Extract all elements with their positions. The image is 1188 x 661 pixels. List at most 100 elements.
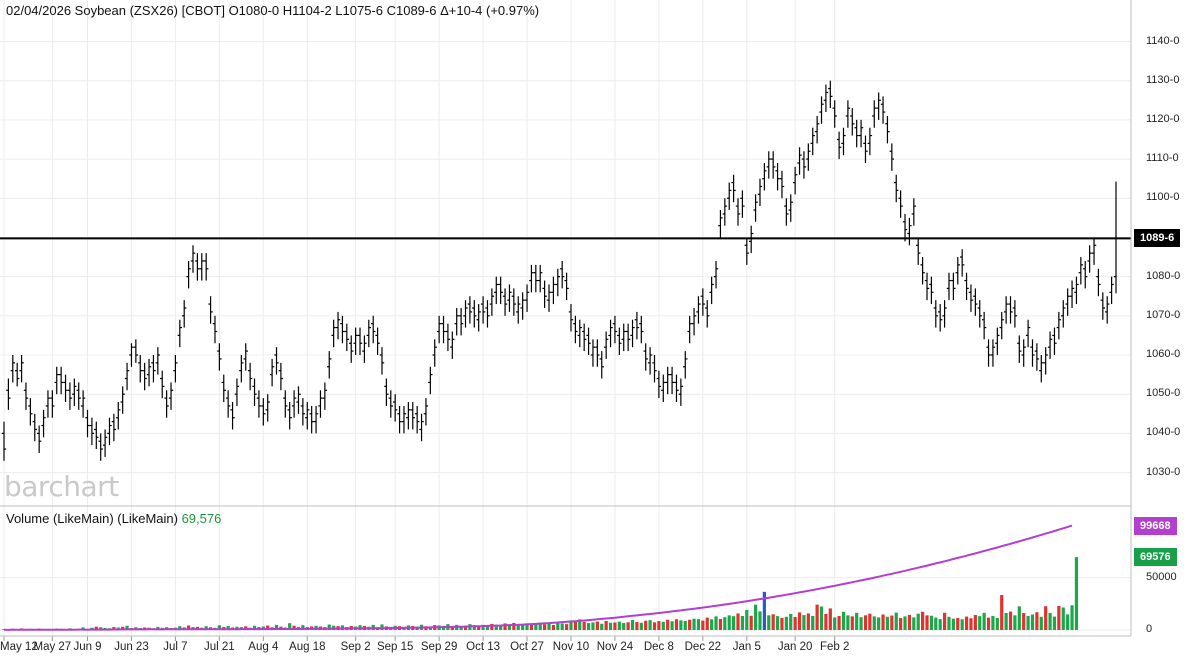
- last-price-tag: 1089-6: [1134, 229, 1181, 248]
- volume-bar: [723, 617, 727, 630]
- volume-bar: [217, 625, 221, 630]
- ohlc-bar: [217, 343, 222, 371]
- ohlc-bar: [898, 190, 903, 218]
- ohlc-bar: [1039, 355, 1044, 383]
- volume-bar: [301, 625, 305, 630]
- ohlc-bar: [564, 272, 569, 301]
- volume-bar: [705, 617, 709, 630]
- volume-bar: [472, 625, 476, 630]
- volume-bar: [1022, 613, 1026, 630]
- volume-bar: [718, 619, 723, 630]
- volume-bar: [661, 621, 665, 630]
- ohlc-bar: [1105, 296, 1110, 324]
- volume-bar: [600, 623, 604, 630]
- ohlc-bar: [331, 319, 336, 348]
- ohlc-bar: [1047, 331, 1053, 359]
- ohlc-bar: [252, 378, 257, 406]
- volume-bar: [666, 619, 670, 630]
- volume-bar: [586, 623, 591, 630]
- volume-bar: [899, 618, 903, 630]
- volume-bar: [617, 621, 621, 630]
- volume-bar: [613, 622, 617, 630]
- ohlc-bar: [687, 315, 692, 344]
- ohlc-bar: [867, 127, 873, 156]
- volume-bar: [525, 623, 529, 630]
- ohlc-bar: [1109, 276, 1114, 305]
- ohlc-bar: [788, 194, 793, 222]
- volume-bar: [274, 624, 279, 630]
- ohlc-bar: [784, 198, 789, 226]
- ohlc-bar: [256, 390, 262, 418]
- volume-bar: [969, 618, 973, 630]
- volume-bar: [762, 591, 766, 630]
- ohlc-bar: [173, 355, 178, 383]
- volume-bar: [1044, 606, 1048, 630]
- ohlc-bar: [432, 339, 437, 367]
- ohlc-bar: [920, 257, 925, 285]
- ohlc-bar: [344, 323, 350, 352]
- price-bars: [1, 80, 1119, 461]
- volume-bar: [648, 620, 652, 630]
- ohlc-bar: [1056, 311, 1062, 340]
- volume-bar: [749, 615, 753, 630]
- volume-bar: [635, 622, 639, 630]
- ohlc-bar: [819, 96, 824, 124]
- volume-bar: [771, 614, 775, 630]
- volume-bar: [292, 625, 296, 630]
- ohlc-bar: [955, 257, 960, 285]
- date-tick-label: Sep 2: [340, 641, 371, 653]
- volume-bar: [683, 620, 687, 630]
- volume-bar: [507, 624, 512, 630]
- ohlc-bar: [120, 386, 125, 414]
- volume-bar: [789, 613, 793, 630]
- ohlc-bar: [489, 288, 495, 316]
- ohlc-bar: [291, 390, 297, 418]
- ohlc-bar: [190, 245, 196, 273]
- volume-bar: [226, 626, 230, 630]
- ohlc-bar: [1012, 300, 1018, 328]
- ohlc-bar: [414, 405, 420, 434]
- ohlc-bar: [133, 339, 139, 363]
- volume-bar: [780, 617, 784, 630]
- ohlc-bar: [555, 268, 561, 297]
- ohlc-bar: [823, 84, 829, 113]
- volume-bar: [538, 622, 542, 630]
- volume-bar: [938, 619, 942, 630]
- volume-bar: [710, 619, 714, 630]
- volume-bar: [578, 619, 582, 630]
- ohlc-bar: [836, 131, 842, 160]
- ohlc-bar: [67, 382, 73, 410]
- ohlc-bar: [621, 323, 626, 352]
- ohlc-bar: [894, 174, 899, 203]
- ohlc-bar: [709, 276, 714, 305]
- ohlc-bar: [353, 327, 358, 356]
- volume-bar: [582, 621, 586, 630]
- volume-bar: [327, 624, 331, 630]
- ohlc-bar: [498, 276, 503, 305]
- ohlc-bar: [366, 319, 372, 348]
- ohlc-bar: [1083, 260, 1088, 289]
- ohlc-bar: [313, 405, 319, 434]
- volume-bar: [753, 604, 758, 630]
- ohlc-bar: [54, 366, 59, 395]
- volume-bar: [736, 613, 740, 630]
- ohlc-bar: [1061, 300, 1066, 328]
- ohlc-bar: [916, 237, 921, 265]
- volume-bar: [1026, 615, 1030, 630]
- ohlc-bar: [841, 127, 846, 156]
- ohlc-bar: [41, 409, 46, 438]
- volume-bar: [481, 624, 485, 630]
- volume-bar: [925, 615, 929, 630]
- grid-lines: [0, 0, 1131, 641]
- ohlc-bar: [612, 315, 618, 344]
- volume-bar: [797, 612, 802, 630]
- date-tick-label: Nov 10: [552, 641, 590, 653]
- price-tick-label: 1140-0: [1146, 34, 1180, 47]
- ohlc-bar: [309, 405, 314, 434]
- ohlc-bar: [107, 417, 112, 446]
- ohlc-bar: [762, 162, 767, 191]
- volume-bar: [881, 614, 885, 630]
- ohlc-bar: [507, 284, 512, 312]
- volume-bar: [477, 626, 481, 630]
